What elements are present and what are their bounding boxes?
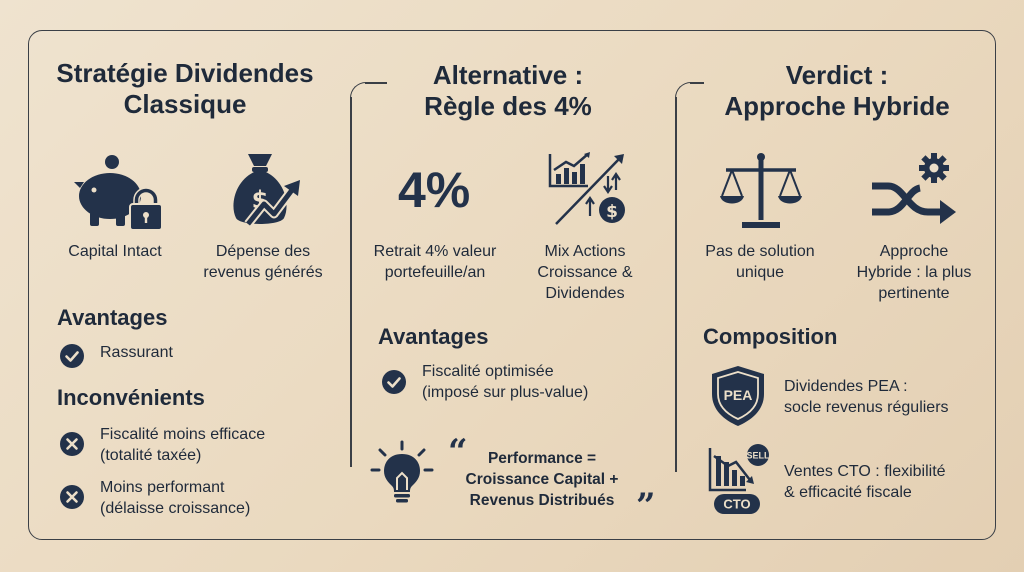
list-item: Fiscalité moins efficace (totalité taxée… — [60, 424, 265, 466]
pea-badge-text: PEA — [724, 387, 753, 403]
item-text: Ventes CTO : flexibilité & efficacité fi… — [784, 463, 946, 501]
col2-cap — [365, 82, 387, 84]
col3-corner — [675, 82, 692, 99]
caption-capital-intact: Capital Intact — [68, 243, 162, 260]
big-percent-figure: 4% — [398, 162, 471, 218]
column-title: Stratégie Dividendes Classique — [56, 58, 314, 119]
list-item: Rassurant — [60, 342, 173, 368]
caption-withdrawal: Retrait 4% valeur portefeuille/an — [373, 243, 497, 281]
svg-text:CTO: CTO — [723, 497, 750, 512]
heading-advantages: Avantages — [378, 324, 489, 349]
lightbulb-icon — [370, 440, 434, 504]
cross-icon — [60, 432, 84, 456]
svg-text:SELL: SELL — [746, 451, 770, 461]
cross-icon — [60, 485, 84, 509]
close-quote: ” — [636, 486, 656, 526]
check-icon — [60, 344, 84, 368]
money-bag-growth-icon: $ — [220, 150, 304, 232]
check-icon — [382, 370, 406, 394]
caption-no-single-solution: Pas de solution unique — [705, 243, 815, 281]
item-text: Fiscalité moins efficace (totalité taxée… — [100, 426, 266, 464]
item-text: Dividendes PEA : socle revenus réguliers — [784, 378, 949, 416]
item-text: Fiscalité optimisée (imposé sur plus-val… — [422, 363, 589, 401]
piggy-bank-lock-icon — [72, 152, 162, 232]
pea-shield-icon: PEA — [708, 364, 768, 428]
heading-advantages: Avantages — [57, 305, 168, 330]
column-four-percent-rule: Alternative : Règle des 4% 4% Retrait 4%… — [352, 0, 664, 572]
column-title: Verdict : Approche Hybride — [724, 60, 950, 121]
caption-mix-actions: Mix Actions Croissance & Dividendes — [537, 243, 633, 302]
heading-disadvantages: Inconvénients — [57, 385, 205, 410]
column-hybrid-verdict: Verdict : Approche Hybride Pas de soluti… — [678, 0, 996, 572]
column-classic-dividends: Stratégie Dividendes Classique Capital I… — [30, 0, 340, 572]
shuffle-gear-icon — [870, 150, 958, 232]
cto-sell-icon: SELL CTO — [706, 442, 774, 518]
scales-icon — [720, 152, 802, 232]
item-text: Rassurant — [100, 344, 173, 361]
quote-text: Performance = Croissance Capital + Reven… — [465, 450, 619, 509]
chart-dollar-mix-icon: $ — [548, 152, 632, 232]
col3-cap — [690, 82, 704, 84]
col2-corner — [350, 82, 367, 99]
column-title: Alternative : Règle des 4% — [424, 60, 592, 121]
list-item: Moins performant (délaisse croissance) — [60, 477, 250, 519]
svg-text:$: $ — [606, 202, 618, 222]
list-item: Fiscalité optimisée (imposé sur plus-val… — [382, 361, 588, 403]
open-quote: “ — [448, 432, 468, 472]
outer-frame — [28, 30, 996, 540]
item-text: Moins performant (délaisse croissance) — [100, 479, 251, 517]
col3-divider — [675, 97, 677, 472]
caption-hybrid-approach: Approche Hybride : la plus pertinente — [856, 243, 972, 302]
caption-spend-income: Dépense des revenus générés — [203, 243, 323, 281]
heading-composition: Composition — [703, 324, 838, 349]
col2-divider — [350, 97, 352, 467]
